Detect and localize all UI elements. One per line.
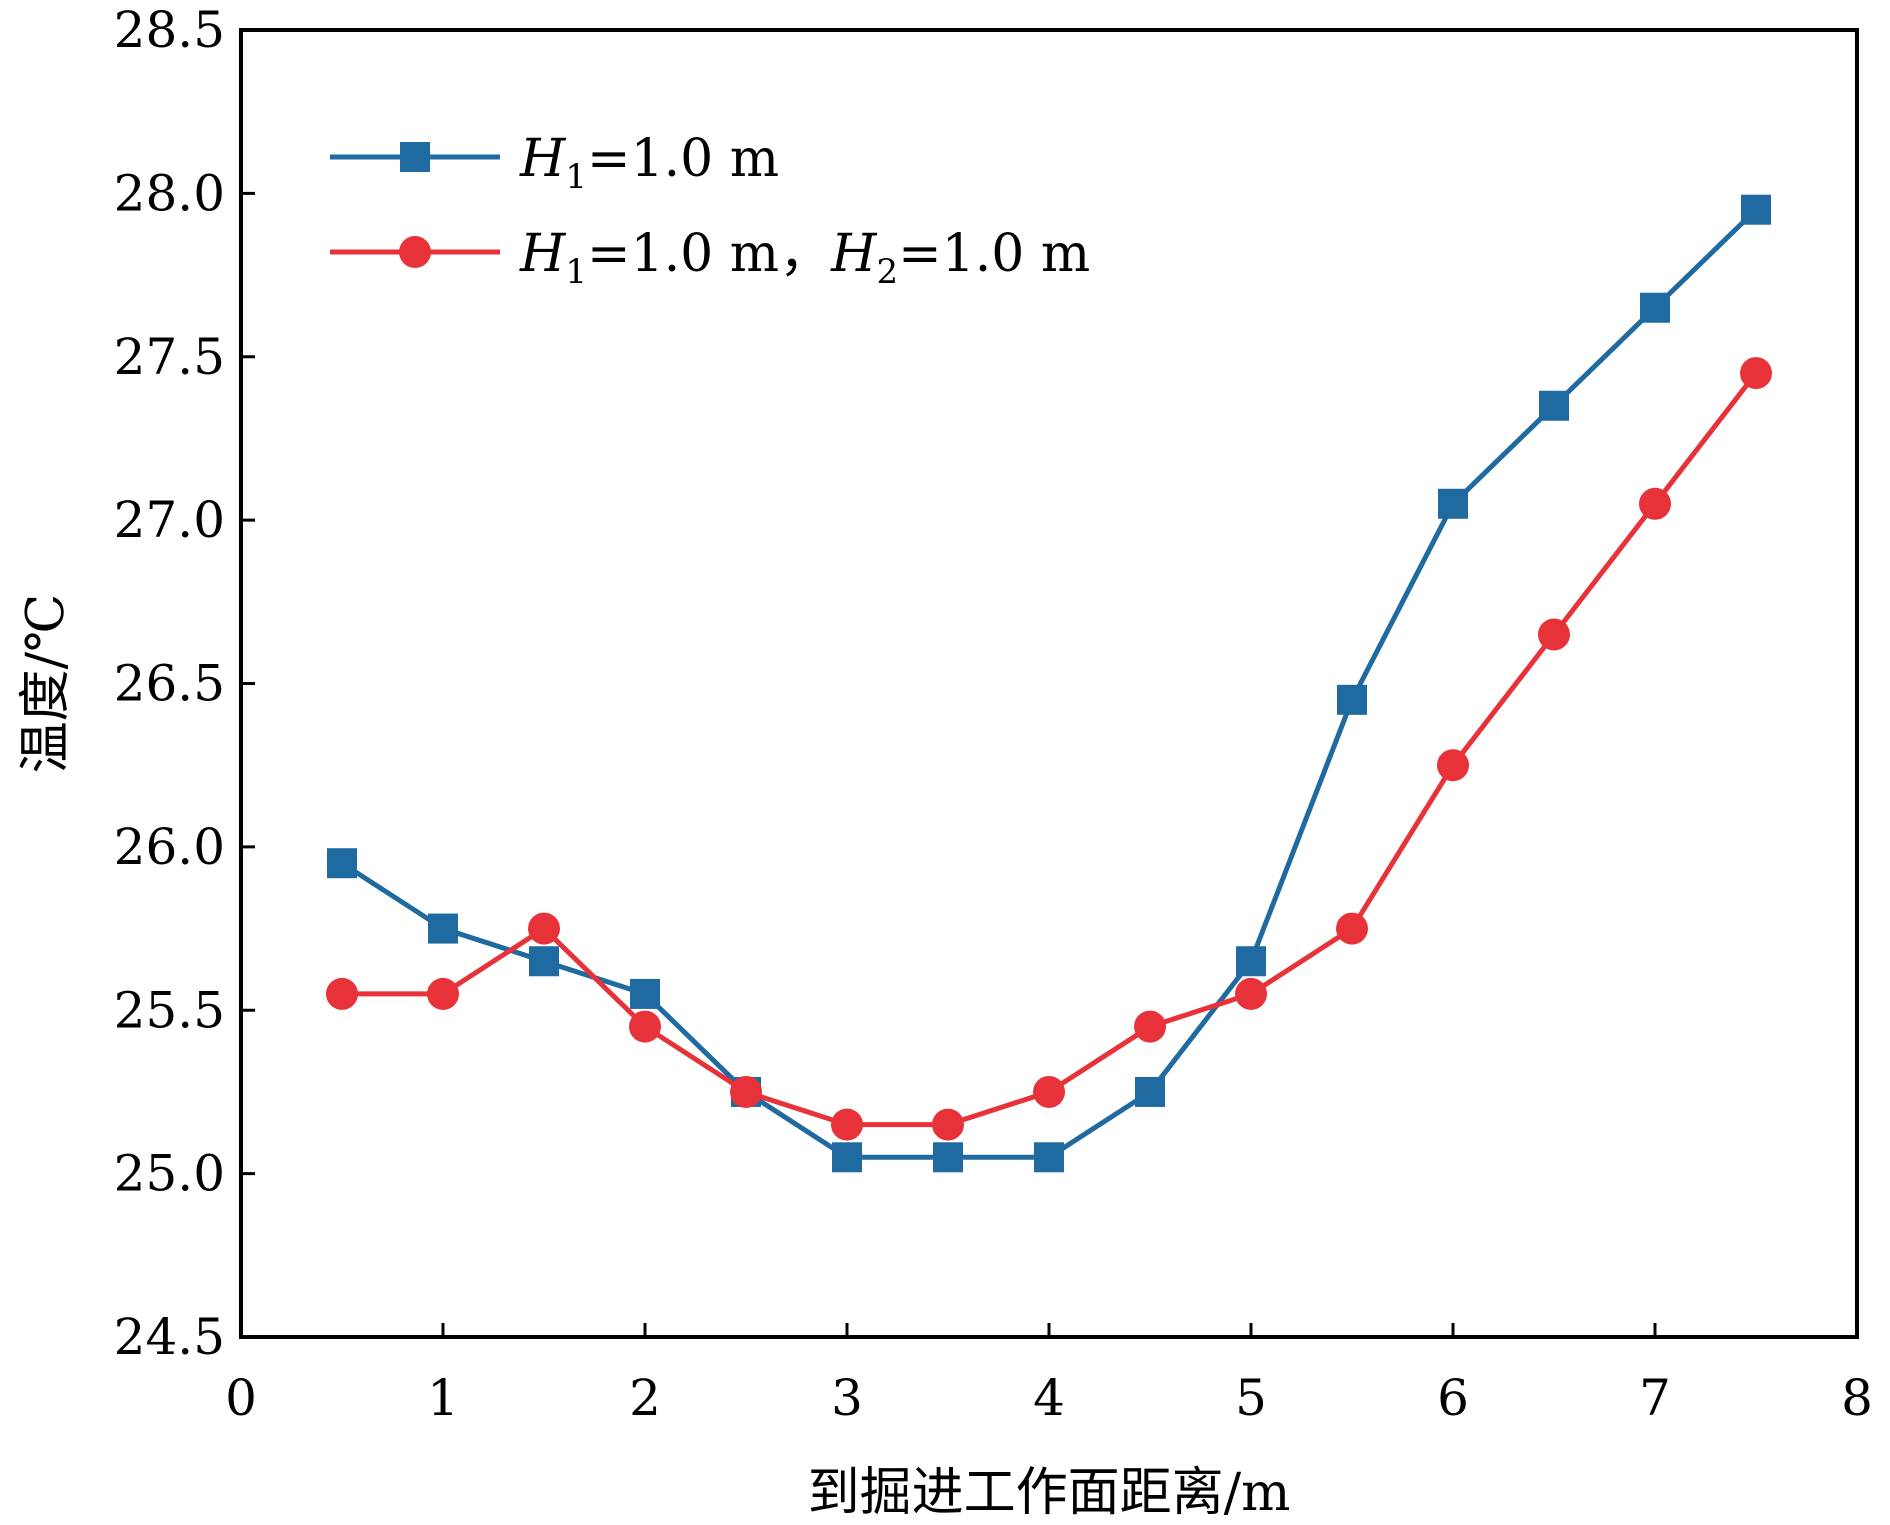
y-tick-label: 27.0 [114, 491, 225, 549]
series-2-point [1437, 749, 1469, 782]
y-tick-label: 25.0 [114, 1145, 225, 1203]
legend-label-part: 2 [876, 252, 898, 292]
x-axis-title: 到掘进工作面距离/m [808, 1463, 1291, 1523]
series-2-point [1033, 1075, 1065, 1108]
series-2-point [427, 977, 459, 1010]
series-1-point [832, 1142, 862, 1173]
y-tick-label: 24.5 [114, 1308, 225, 1366]
x-tick-label: 8 [1841, 1369, 1873, 1427]
legend-marker-2 [399, 236, 431, 268]
series-2-line [342, 371, 1758, 1128]
series-2-point [1538, 618, 1570, 651]
series-1-point [1034, 1142, 1064, 1173]
series-1-line [340, 207, 1758, 1160]
series-2-point [629, 1010, 661, 1043]
tick-labels: 0 1 2 3 4 5 6 7 8 24.5 25.0 25.5 26.0 26.5 27.0 27.5 28.… [114, 1, 1873, 1427]
y-tick-label: 25.5 [114, 981, 225, 1039]
series-1-point [1539, 390, 1569, 421]
x-tick-label: 5 [1235, 1369, 1267, 1427]
legend-label-part: =1.0 m [898, 224, 1090, 284]
plot-frame [239, 28, 1859, 1339]
series-2-point [1134, 1010, 1166, 1043]
series-2 [326, 357, 1772, 1141]
legend-label-part: 1 [565, 252, 587, 292]
series-1-point [529, 946, 559, 977]
legend-label-part: 1 [565, 157, 587, 197]
y-tick-label: 26.0 [114, 818, 225, 876]
series-2-point [1639, 487, 1671, 520]
series-2-point [528, 912, 560, 945]
x-tick-label: 0 [225, 1369, 257, 1427]
x-tick-label: 6 [1437, 1369, 1469, 1427]
series-2-point [1235, 977, 1267, 1010]
x-tick-label: 2 [629, 1369, 661, 1427]
legend-label-part: H [519, 224, 567, 284]
y-tick-label: 28.5 [114, 1, 225, 59]
data-series [326, 194, 1772, 1173]
series-1-point [1337, 684, 1367, 715]
series-1-point [428, 913, 458, 944]
legend-item-2: H1=1.0 m，H2=1.0 m [330, 224, 1090, 292]
series-1-point [1438, 488, 1468, 519]
series-2-point [1336, 912, 1368, 945]
legend-label-part: =1.0 m [587, 129, 779, 189]
series-1-point [630, 978, 660, 1009]
y-tick-label: 27.5 [114, 328, 225, 386]
y-axis-title: 温度/℃ [16, 594, 76, 774]
x-tick-label: 7 [1639, 1369, 1671, 1427]
series-2-point [1740, 357, 1772, 390]
series-1-point [327, 848, 357, 879]
x-tick-label: 4 [1033, 1369, 1065, 1427]
series-2-point [932, 1108, 964, 1141]
legend-item-1: H1=1.0 m [330, 129, 779, 197]
x-tick-label: 1 [427, 1369, 459, 1427]
legend-label-part: H [519, 129, 567, 189]
y-tick-label: 28.0 [114, 164, 225, 222]
series-2-point [326, 977, 358, 1010]
series-2-point [831, 1108, 863, 1141]
series-1-point [1135, 1076, 1165, 1107]
series-1 [327, 194, 1771, 1173]
series-1-point [1741, 194, 1771, 225]
legend-label-part: H [830, 224, 878, 284]
legend-label-1: H1=1.0 m [519, 129, 779, 197]
legend-marker-1 [400, 142, 430, 172]
legend: H1=1.0 mH1=1.0 m，H2=1.0 m [330, 129, 1090, 292]
x-tick-label: 3 [831, 1369, 863, 1427]
series-1-point [1640, 292, 1670, 323]
legend-label-part: =1.0 m， [587, 224, 831, 284]
y-tick-label: 26.5 [114, 655, 225, 713]
series-2-point [730, 1075, 762, 1108]
series-1-point [933, 1142, 963, 1173]
series-1-point [1236, 946, 1266, 977]
legend-label-2: H1=1.0 m，H2=1.0 m [519, 224, 1090, 292]
